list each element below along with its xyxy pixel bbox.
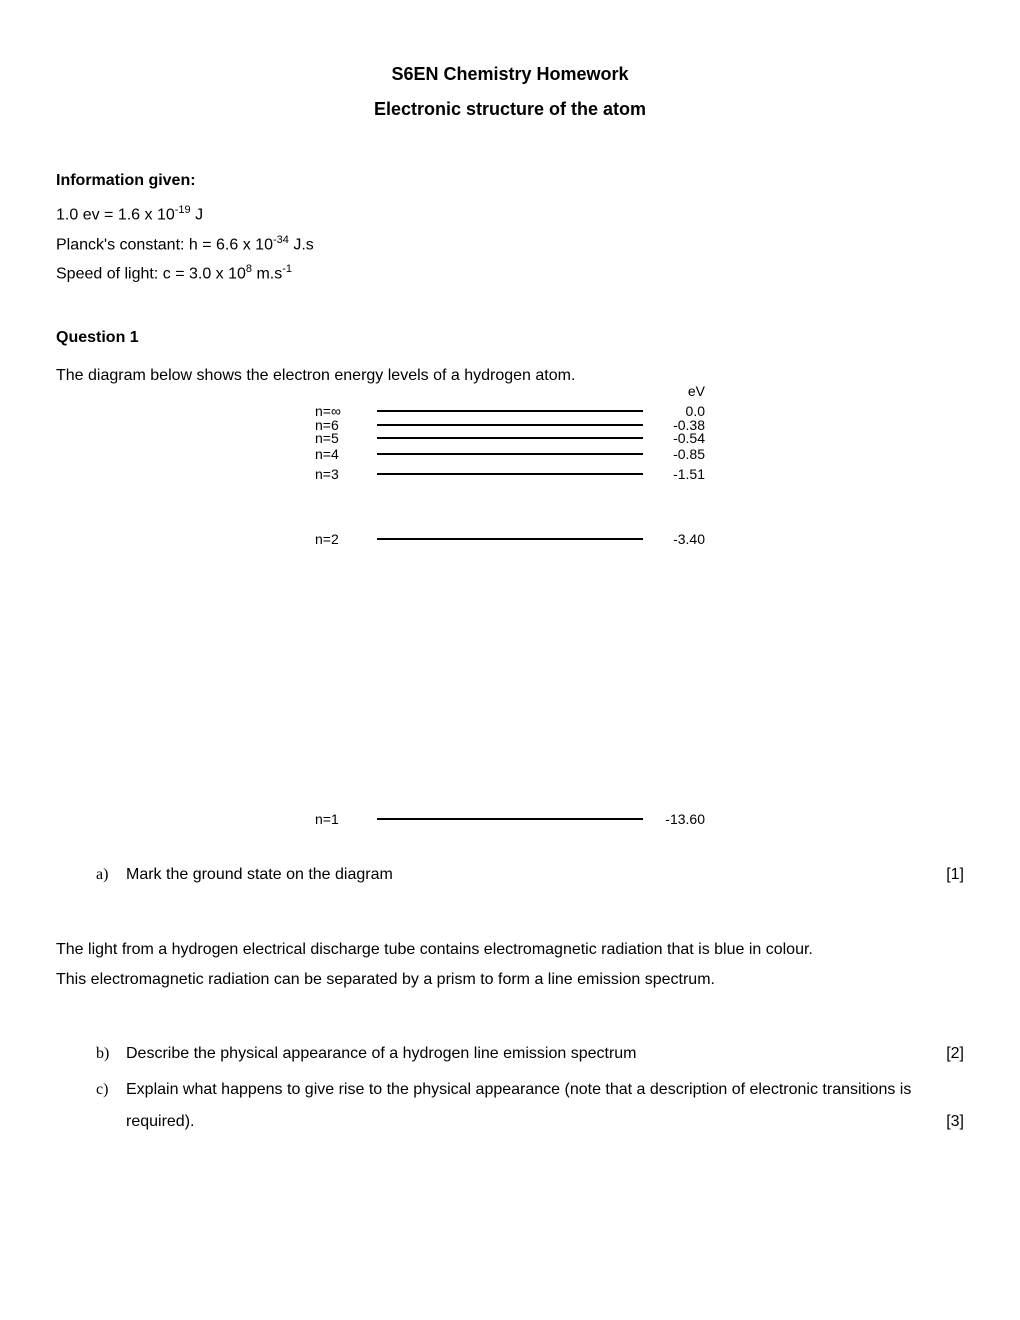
title-line-2: Electronic structure of the atom (56, 95, 964, 124)
level-4-value: -0.85 (649, 446, 705, 462)
ev-header: eV (688, 383, 705, 399)
level-5-label: n=5 (315, 430, 371, 446)
level-1: n=1 -13.60 (315, 811, 705, 827)
level-3: n=3 -1.51 (315, 466, 705, 482)
part-a-marks: [1] (946, 859, 964, 891)
level-1-value: -13.60 (649, 811, 705, 827)
info-planck-exp: -34 (273, 234, 289, 246)
info-ev-exp: -19 (175, 204, 191, 216)
mid-para-2: This electromagnetic radiation can be se… (56, 965, 964, 995)
level-1-label: n=1 (315, 811, 371, 827)
level-2: n=2 -3.40 (315, 531, 705, 547)
info-heading: Information given: (56, 172, 964, 190)
question1-heading: Question 1 (56, 329, 964, 347)
level-4: n=4 -0.85 (315, 446, 705, 462)
part-b-marks: [2] (946, 1038, 964, 1070)
level-inf-line (377, 410, 643, 412)
level-3-label: n=3 (315, 466, 371, 482)
part-c-text: Explain what happens to give rise to the… (126, 1074, 964, 1138)
energy-diagram-wrap: eV n=∞ 0.0 n=6 -0.38 n=5 -0.54 n=4 -0.85… (56, 403, 964, 833)
level-4-label: n=4 (315, 446, 371, 462)
energy-diagram: eV n=∞ 0.0 n=6 -0.38 n=5 -0.54 n=4 -0.85… (315, 403, 705, 833)
level-1-line (377, 818, 643, 820)
mid-paragraph: The light from a hydrogen electrical dis… (56, 935, 964, 994)
level-5-line (377, 437, 643, 439)
part-c-letter: c) (96, 1074, 126, 1106)
info-lightspeed-suffix-exp: -1 (282, 263, 292, 275)
part-a-block: a) Mark the ground state on the diagram … (56, 859, 964, 891)
info-ev-suffix: J (191, 206, 203, 223)
level-2-line (377, 538, 643, 540)
level-2-label: n=2 (315, 531, 371, 547)
info-planck-prefix: Planck's constant: h = 6.6 x 10 (56, 236, 273, 253)
info-lightspeed-suffix-prefix: m.s (252, 266, 282, 283)
level-2-value: -3.40 (649, 531, 705, 547)
parts-bc-block: b) Describe the physical appearance of a… (56, 1038, 964, 1138)
part-b-letter: b) (96, 1038, 126, 1070)
level-5-value: -0.54 (649, 430, 705, 446)
level-6-line (377, 424, 643, 426)
title-block: S6EN Chemistry Homework Electronic struc… (56, 60, 964, 124)
part-b: b) Describe the physical appearance of a… (96, 1038, 964, 1070)
mid-para-1: The light from a hydrogen electrical dis… (56, 935, 964, 965)
part-c-text-content: Explain what happens to give rise to the… (126, 1081, 911, 1130)
info-ev: 1.0 ev = 1.6 x 10-19 J (56, 200, 964, 230)
info-lightspeed-prefix: Speed of light: c = 3.0 x 10 (56, 266, 246, 283)
title-line-1: S6EN Chemistry Homework (56, 60, 964, 89)
part-b-text: Describe the physical appearance of a hy… (126, 1038, 964, 1070)
info-lightspeed: Speed of light: c = 3.0 x 108 m.s-1 (56, 259, 964, 289)
info-ev-prefix: 1.0 ev = 1.6 x 10 (56, 206, 175, 223)
level-3-line (377, 473, 643, 475)
part-c: c) Explain what happens to give rise to … (96, 1074, 964, 1138)
question1-intro: The diagram below shows the electron ene… (56, 361, 964, 391)
part-a-text-content: Mark the ground state on the diagram (126, 866, 393, 883)
level-4-line (377, 453, 643, 455)
part-a: a) Mark the ground state on the diagram … (96, 859, 964, 891)
info-planck-suffix: J.s (289, 236, 314, 253)
part-c-marks: [3] (946, 1106, 964, 1138)
part-a-text: Mark the ground state on the diagram [1] (126, 859, 964, 891)
part-a-letter: a) (96, 859, 126, 891)
info-planck: Planck's constant: h = 6.6 x 10-34 J.s (56, 230, 964, 260)
level-5: n=5 -0.54 (315, 430, 705, 446)
part-b-text-content: Describe the physical appearance of a hy… (126, 1045, 637, 1062)
level-3-value: -1.51 (649, 466, 705, 482)
